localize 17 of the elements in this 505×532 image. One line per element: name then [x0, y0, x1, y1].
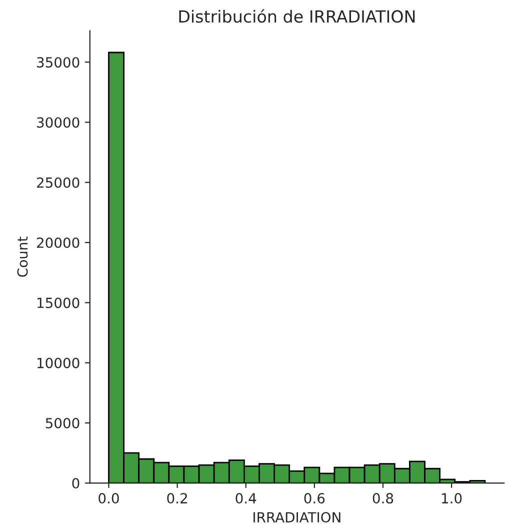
x-tick-label: 0.0	[98, 493, 119, 504]
x-tick-label: 0.8	[372, 493, 394, 504]
x-tick-label: 0.4	[236, 493, 256, 504]
y-axis-title: Count	[17, 236, 28, 277]
chart-title: Distribución de IRRADIATION	[179, 9, 415, 23]
x-tick-label: 1.0	[442, 493, 462, 504]
y-tick-label: 25000	[37, 177, 80, 188]
x-tick-label: 0.2	[167, 493, 187, 504]
y-tick-label: 35000	[37, 57, 80, 68]
x-axis-title: IRRADIATION	[254, 512, 340, 523]
y-tick-label: 5000	[46, 418, 80, 428]
y-tick-label: 10000	[38, 358, 80, 368]
y-tick-label: 20000	[37, 237, 80, 248]
y-tick-label: 30000	[37, 117, 80, 128]
y-tick-label: 15000	[38, 298, 80, 308]
y-tick-label: 0	[72, 478, 80, 489]
x-tick-label: 0.6	[304, 493, 325, 504]
